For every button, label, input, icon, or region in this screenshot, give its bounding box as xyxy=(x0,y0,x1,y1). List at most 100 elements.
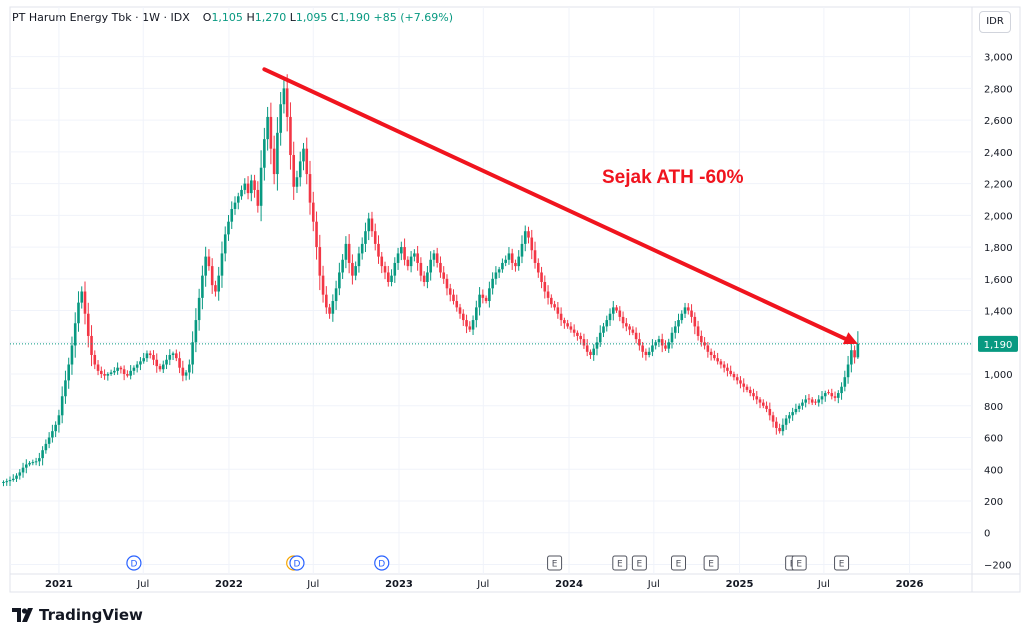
candle-body xyxy=(361,244,364,254)
candle-body xyxy=(530,238,533,251)
candle-body xyxy=(22,468,25,473)
candle-body xyxy=(257,190,260,206)
candle-body xyxy=(84,292,87,314)
candle-body xyxy=(857,344,860,357)
candle-body xyxy=(746,387,749,390)
candle-body xyxy=(651,345,654,351)
candle-body xyxy=(778,428,781,431)
candle-body xyxy=(113,371,116,373)
candle-body xyxy=(410,257,413,267)
candle-body xyxy=(557,307,560,313)
candle-body xyxy=(511,253,514,263)
candle-body xyxy=(498,269,501,272)
candle-body xyxy=(439,263,442,273)
candle-body xyxy=(442,272,445,278)
candle-body xyxy=(472,320,475,330)
candle-body xyxy=(628,326,631,329)
candle-body xyxy=(201,276,204,298)
candle-body xyxy=(302,149,305,162)
candle-body xyxy=(566,323,569,326)
candle-body xyxy=(38,458,41,461)
dividend-marker-label: D xyxy=(130,560,137,570)
candle-body xyxy=(28,463,31,465)
y-tick-label: 1,400 xyxy=(984,307,1013,318)
candle-body xyxy=(266,117,269,139)
candle-body xyxy=(155,360,158,366)
candle-body xyxy=(120,368,123,370)
candle-body xyxy=(455,301,458,307)
candle-body xyxy=(804,399,807,402)
candle-body xyxy=(152,355,155,360)
candle-body xyxy=(749,390,752,393)
candle-body xyxy=(429,260,432,273)
earnings-marker-label: E xyxy=(552,560,558,570)
candle-body xyxy=(400,247,403,253)
candle-body xyxy=(504,260,507,263)
candle-body xyxy=(759,399,762,402)
y-tick-label: 2,200 xyxy=(984,180,1013,191)
y-tick-label: 1,600 xyxy=(984,275,1013,286)
candle-body xyxy=(742,384,745,387)
candle-body xyxy=(632,330,635,333)
candle-body xyxy=(667,342,670,348)
candle-body xyxy=(775,422,778,428)
candle-body xyxy=(553,304,556,307)
candle-body xyxy=(116,368,119,371)
candle-body xyxy=(579,336,582,339)
candle-body xyxy=(351,263,354,276)
candle-body xyxy=(671,333,674,343)
candle-body xyxy=(602,326,605,332)
candle-body xyxy=(45,444,48,450)
candle-body xyxy=(185,372,188,375)
candle-body xyxy=(338,272,341,288)
y-tick-label: 2,800 xyxy=(984,84,1013,95)
candle-body xyxy=(54,425,57,431)
candle-body xyxy=(710,352,713,355)
candle-body xyxy=(328,307,331,313)
candle-body xyxy=(188,365,191,373)
candle-body xyxy=(527,231,530,237)
candle-body xyxy=(788,415,791,418)
candle-body xyxy=(283,88,286,104)
candle-body xyxy=(234,203,237,209)
x-tick-label: 2023 xyxy=(385,579,413,590)
candle-body xyxy=(217,276,220,292)
candle-body xyxy=(540,272,543,282)
candle-body xyxy=(416,253,419,263)
earnings-marker-label: E xyxy=(839,560,845,570)
candle-body xyxy=(808,398,811,399)
y-tick-label: 2,600 xyxy=(984,116,1013,127)
candle-body xyxy=(495,272,498,278)
candle-body xyxy=(211,266,214,285)
candle-body xyxy=(198,298,201,320)
x-tick-label: 2026 xyxy=(896,579,924,590)
candle-body xyxy=(214,285,217,291)
y-tick-label: 0 xyxy=(984,529,990,540)
candle-body xyxy=(146,353,149,358)
candle-body xyxy=(322,276,325,295)
candle-body xyxy=(782,425,785,431)
candle-body xyxy=(791,412,794,415)
y-tick-label: 800 xyxy=(984,402,1003,413)
candle-body xyxy=(270,117,273,149)
x-tick-label: 2025 xyxy=(726,579,754,590)
candle-body xyxy=(413,253,416,256)
y-tick-label: 2,000 xyxy=(984,211,1013,222)
candle-body xyxy=(253,180,256,190)
candle-body xyxy=(224,234,227,253)
candle-body xyxy=(103,374,106,376)
candle-body xyxy=(586,345,589,351)
tradingview-logo[interactable]: TradingView xyxy=(12,606,143,624)
candle-body xyxy=(315,222,318,247)
candle-body xyxy=(296,177,299,187)
candle-body xyxy=(309,174,312,203)
candle-body xyxy=(377,244,380,257)
x-tick-label: Jul xyxy=(136,579,149,590)
candle-body xyxy=(811,399,814,402)
candle-body xyxy=(609,314,612,320)
candle-body xyxy=(478,295,481,308)
candle-body xyxy=(690,311,693,317)
candle-body xyxy=(35,461,38,462)
candle-body xyxy=(80,292,83,303)
